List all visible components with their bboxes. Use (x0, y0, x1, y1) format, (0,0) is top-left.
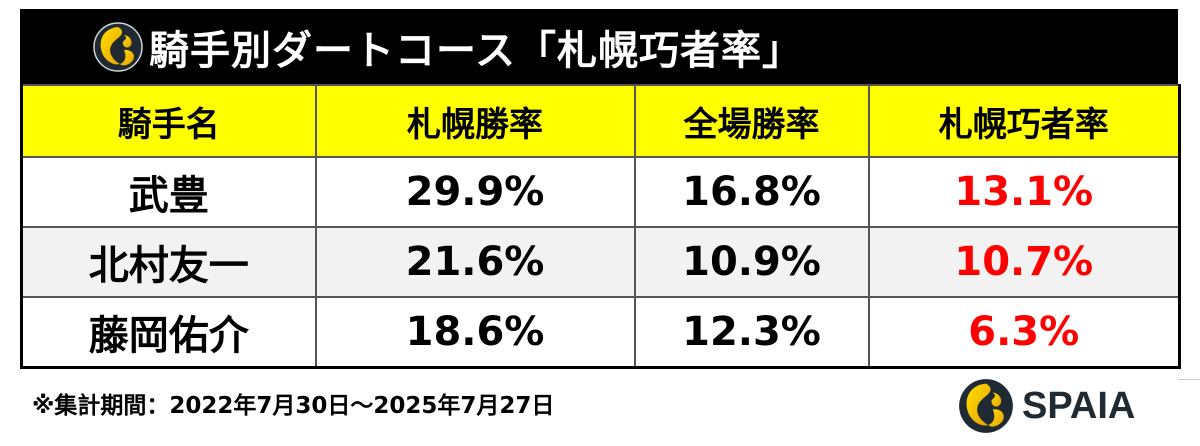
period-note: ※集計期間：2022年7月30日～2025年7月27日 (32, 393, 555, 419)
brand-wordmark: SPAIA (1022, 384, 1136, 427)
brand-logo: SPAIA (958, 378, 1135, 434)
cell-sapporo-skill-rate: 6.3% (867, 296, 1181, 369)
header-all-win-rate: 全場勝率 (633, 84, 870, 158)
cell-all-win-rate: 16.8% (633, 156, 870, 228)
table-row: 北村友一 21.6% 10.9% 10.7% (20, 226, 1181, 298)
cell-sapporo-win-rate: 21.6% (314, 226, 636, 298)
cell-all-win-rate: 10.9% (633, 226, 870, 298)
spaia-logo-icon (93, 21, 143, 72)
cell-jockey: 藤岡佑介 (20, 296, 317, 369)
table-row: 武豊 29.9% 16.8% 13.1% (20, 156, 1181, 228)
header-jockey: 騎手名 (20, 84, 317, 158)
divider (1178, 379, 1200, 380)
cell-all-win-rate: 12.3% (633, 296, 870, 369)
table-card: 騎手別ダートコース「札幌巧者率」 騎手名 札幌勝率 全場勝率 札幌巧者率 武豊 … (20, 9, 1181, 369)
table-header-row: 騎手名 札幌勝率 全場勝率 札幌巧者率 (20, 84, 1181, 158)
cell-jockey: 北村友一 (20, 226, 317, 298)
cell-jockey: 武豊 (20, 156, 317, 228)
table-row: 藤岡佑介 18.6% 12.3% 6.3% (20, 296, 1181, 369)
spaia-logo-icon (959, 379, 1013, 433)
cell-sapporo-skill-rate: 13.1% (867, 156, 1181, 228)
cell-sapporo-win-rate: 18.6% (314, 296, 636, 369)
title-banner: 騎手別ダートコース「札幌巧者率」 (20, 9, 1178, 84)
header-sapporo-win-rate: 札幌勝率 (314, 84, 636, 158)
jockey-stats-table: 騎手名 札幌勝率 全場勝率 札幌巧者率 武豊 29.9% 16.8% 13.1%… (20, 84, 1181, 369)
page-title: 騎手別ダートコース「札幌巧者率」 (149, 27, 803, 74)
cell-sapporo-win-rate: 29.9% (314, 156, 636, 228)
cell-sapporo-skill-rate: 10.7% (867, 226, 1181, 298)
header-sapporo-skill-rate: 札幌巧者率 (867, 84, 1181, 158)
